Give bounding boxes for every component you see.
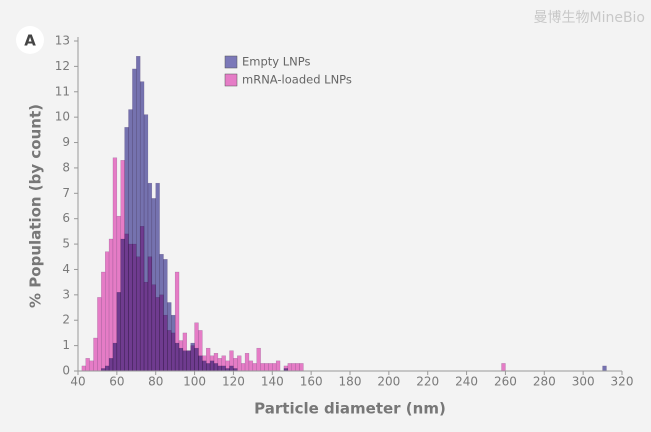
- bar: [120, 238, 125, 372]
- watermark: 曼博生物MineBio: [533, 9, 645, 26]
- bar: [97, 297, 102, 372]
- bar: [264, 363, 269, 372]
- x-tick-label: 140: [261, 375, 284, 389]
- bar: [252, 363, 257, 372]
- y-tick-label: 11: [55, 84, 70, 98]
- bar: [108, 238, 114, 372]
- bar: [89, 360, 94, 372]
- bar: [291, 363, 296, 372]
- x-axis-title: Particle diameter (nm): [254, 400, 446, 418]
- bar: [101, 271, 106, 372]
- x-tick-label: 260: [494, 375, 517, 389]
- legend-label: Empty LNPs: [242, 55, 310, 69]
- x-tick-label: 100: [183, 375, 206, 389]
- bar: [229, 365, 234, 372]
- bar: [132, 68, 137, 372]
- bar: [159, 254, 164, 372]
- bar: [85, 358, 90, 372]
- bar: [163, 259, 168, 372]
- x-tick-label: 300: [572, 375, 595, 389]
- x-tick-label: 200: [377, 375, 400, 389]
- bar: [116, 292, 121, 372]
- y-tick-label: 10: [55, 110, 70, 124]
- bar: [136, 56, 141, 372]
- bar: [248, 360, 254, 372]
- bar: [167, 302, 172, 372]
- y-tick-label: 13: [55, 34, 70, 48]
- bar: [198, 355, 203, 372]
- bar: [209, 360, 215, 372]
- legend-swatch: [224, 55, 238, 69]
- y-tick-label: 9: [62, 135, 70, 149]
- bar: [272, 363, 277, 372]
- bar: [155, 182, 160, 372]
- x-tick-label: 40: [70, 375, 85, 389]
- y-tick-label: 5: [62, 237, 70, 251]
- y-tick-label: 0: [62, 364, 70, 378]
- x-tick-label: 120: [222, 375, 245, 389]
- bar: [221, 365, 226, 372]
- x-tick-label: 320: [611, 375, 634, 389]
- y-tick-label: 7: [62, 186, 70, 200]
- bar: [93, 337, 98, 372]
- bar: [143, 114, 149, 372]
- bar: [112, 157, 118, 372]
- x-tick-label: 280: [533, 375, 556, 389]
- y-tick-label: 2: [62, 313, 70, 327]
- y-tick-label: 6: [62, 211, 70, 225]
- bar: [206, 363, 211, 372]
- bar: [174, 342, 180, 372]
- bar: [202, 360, 207, 372]
- bar: [287, 363, 292, 372]
- bar: [124, 127, 129, 372]
- y-tick-label: 1: [62, 338, 70, 352]
- bar: [213, 363, 219, 372]
- bar: [602, 365, 607, 372]
- bar: [237, 355, 242, 372]
- bar: [171, 314, 176, 372]
- bar: [256, 347, 261, 372]
- bar: [104, 251, 110, 372]
- bar: [260, 363, 265, 372]
- bar: [139, 81, 145, 372]
- bar: [240, 363, 246, 372]
- bar: [186, 350, 191, 372]
- bar: [178, 347, 184, 372]
- bar: [268, 363, 273, 372]
- bar: [299, 363, 304, 372]
- y-tick-label: 8: [62, 160, 70, 174]
- bar: [501, 363, 506, 372]
- x-tick-label: 220: [416, 375, 439, 389]
- bar: [217, 365, 222, 372]
- y-tick-label: 12: [55, 59, 70, 73]
- bar: [108, 358, 114, 372]
- x-tick-label: 160: [300, 375, 323, 389]
- panel-label: A: [24, 32, 36, 50]
- bar: [244, 353, 250, 372]
- legend-label: mRNA-loaded LNPs: [242, 73, 352, 87]
- y-axis-title: % Population (by count): [27, 104, 45, 308]
- bar: [151, 198, 156, 372]
- x-tick-label: 240: [455, 375, 478, 389]
- bar: [104, 365, 110, 372]
- y-tick-label: 3: [62, 287, 70, 301]
- bar: [194, 347, 199, 372]
- legend-swatch: [224, 73, 238, 87]
- bar: [147, 182, 153, 372]
- bar: [182, 350, 188, 372]
- y-tick-label: 4: [62, 262, 70, 276]
- bar: [81, 365, 86, 372]
- x-tick-label: 80: [148, 375, 163, 389]
- bar: [112, 342, 118, 372]
- x-tick-label: 60: [109, 375, 124, 389]
- panel-badge: [16, 26, 44, 54]
- bar: [275, 360, 281, 372]
- bar: [295, 363, 300, 372]
- x-tick-label: 180: [339, 375, 362, 389]
- bar: [190, 342, 195, 372]
- bar: [128, 109, 133, 372]
